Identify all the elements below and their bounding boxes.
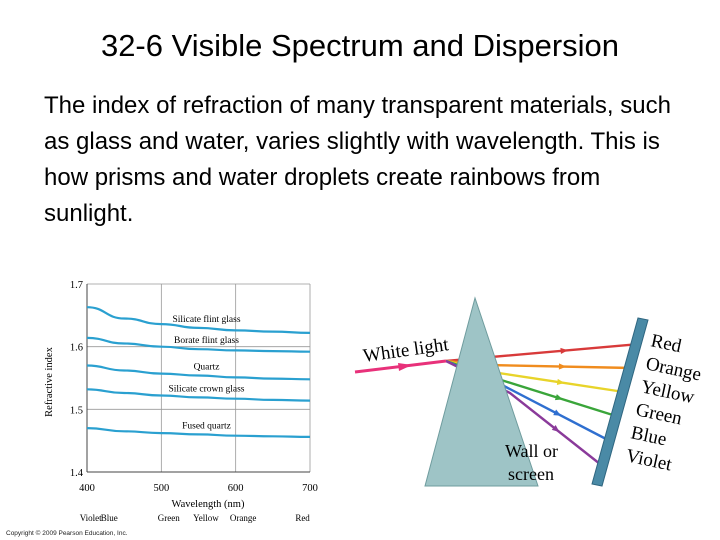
series-label: Silicate crown glass	[169, 384, 245, 394]
series-label: Silicate flint glass	[172, 314, 240, 325]
series-label: Quartz	[194, 362, 220, 372]
ray-arrow-icon	[558, 363, 567, 370]
color-label: Green	[158, 513, 180, 523]
chart-ticks: 400 500 600 700 1.7 1.6 1.5 1.4	[70, 280, 318, 494]
x-tick-label: 400	[79, 483, 95, 494]
slide-title: 32-6 Visible Spectrum and Dispersion	[100, 28, 620, 63]
color-label: Red	[295, 513, 310, 523]
copyright-text: Copyright © 2009 Pearson Education, Inc.	[6, 530, 128, 537]
ray-arrow-icon	[553, 409, 562, 416]
x-tick-label: 600	[228, 483, 244, 494]
ray-arrow-icon	[560, 347, 568, 355]
x-axis-label: Wavelength (nm)	[172, 499, 245, 510]
prism	[424, 296, 539, 487]
spectrum-label: Red	[649, 330, 684, 357]
color-label: Orange	[230, 513, 257, 523]
color-labels: Violet Blue Green Yellow Orange Red	[80, 513, 311, 523]
y-tick-label: 1.4	[70, 468, 84, 479]
series-label: Fused quartz	[182, 421, 231, 431]
chart-curves	[86, 306, 311, 438]
body-text: The index of refraction of many transpar…	[44, 92, 671, 227]
ray-arrow-icon	[551, 425, 560, 433]
spectrum-label: Violet	[624, 445, 674, 475]
y-tick-label: 1.5	[70, 405, 83, 416]
ray-arrow-icon	[554, 394, 563, 401]
wall-label-line-2: screen	[508, 464, 554, 484]
color-label: Blue	[101, 513, 118, 523]
series-curve	[86, 388, 311, 402]
y-tick-label: 1.7	[70, 280, 83, 291]
wall-label-line-1: Wall or	[505, 441, 558, 461]
prism-diagram: White light RedOrangeYellowGreenBlueViol…	[354, 296, 703, 487]
screen	[591, 317, 649, 487]
series-label: Borate flint glass	[174, 335, 239, 346]
series-curve	[86, 336, 311, 353]
series-curve	[86, 306, 311, 334]
color-label: Yellow	[193, 513, 219, 523]
y-tick-label: 1.6	[70, 343, 83, 354]
series-curve	[86, 364, 311, 381]
white-ray-arrow-icon	[398, 363, 412, 371]
series-curve	[86, 427, 311, 438]
y-axis-label: Refractive index	[44, 346, 55, 416]
color-label: Violet	[80, 513, 102, 523]
x-tick-label: 700	[302, 483, 318, 494]
chart-grid	[86, 283, 311, 473]
chart-curve-labels: Silicate flint glass Borate flint glass Qu…	[169, 314, 245, 432]
ray-arrow-icon	[556, 378, 565, 385]
refractive-index-chart: Silicate flint glass Borate flint glass Qu…	[44, 280, 318, 523]
x-tick-label: 500	[153, 483, 169, 494]
